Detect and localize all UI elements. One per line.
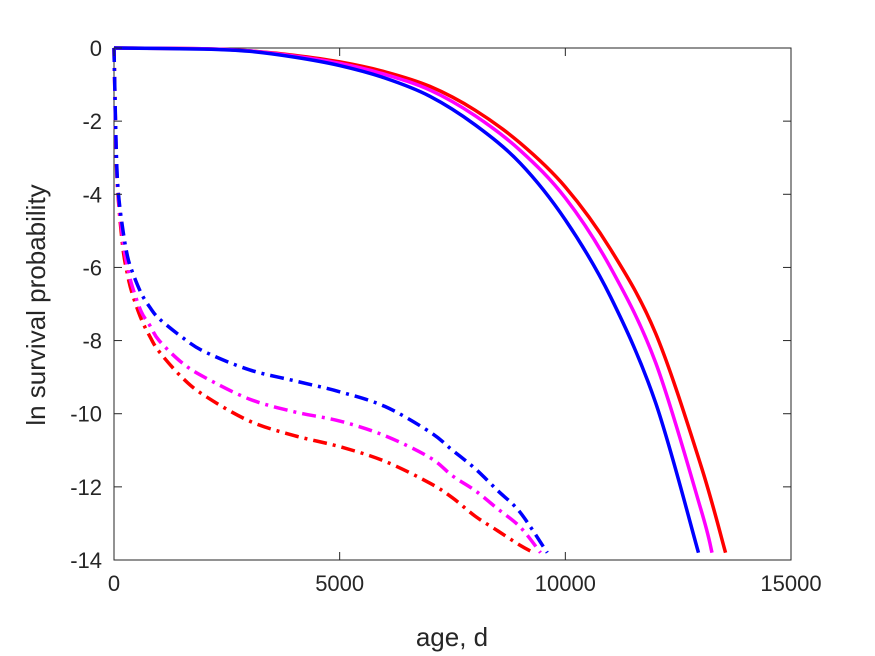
- series-line-3-solid: [113, 46, 701, 554]
- x-tick-label: 5000: [315, 571, 364, 596]
- x-tick-label: 10000: [535, 571, 596, 596]
- series-line-5-dashdot: [112, 47, 542, 554]
- y-axis-label: ln survival probability: [21, 184, 51, 425]
- x-tick-label: 15000: [760, 571, 821, 596]
- axes-box: [113, 47, 792, 561]
- series-line-6-dashdot: [112, 47, 549, 554]
- y-tick-label: -2: [82, 109, 102, 134]
- ticks-layer: 0 5000 10000 15000 0 -2 -4 -6 -8 -10 -12 -14: [70, 36, 821, 596]
- x-axis-label: age, d: [416, 622, 488, 652]
- y-tick-label: -10: [70, 402, 102, 427]
- plot-area: [113, 47, 792, 561]
- y-tick-label: -4: [82, 182, 102, 207]
- y-tick-label: -12: [70, 475, 102, 500]
- y-tick-label: -14: [70, 548, 102, 573]
- y-tick-label: -6: [82, 255, 102, 280]
- y-tick-label: -8: [82, 329, 102, 354]
- x-tick-label: 0: [108, 571, 120, 596]
- y-tick-label: 0: [90, 36, 102, 61]
- series-layer: [112, 46, 728, 555]
